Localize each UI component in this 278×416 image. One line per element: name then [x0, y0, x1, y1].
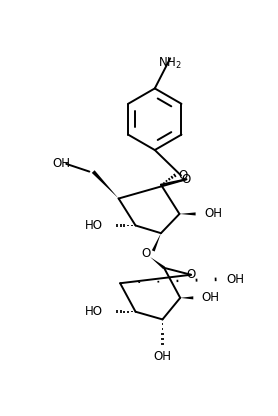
Text: OH: OH [205, 208, 223, 220]
Text: O: O [141, 248, 150, 260]
Text: O: O [182, 173, 191, 186]
Text: OH: OH [52, 157, 70, 171]
Text: OH: OH [226, 273, 244, 286]
Text: OH: OH [201, 291, 219, 305]
Polygon shape [150, 257, 165, 269]
Text: HO: HO [85, 305, 103, 318]
Polygon shape [152, 233, 161, 252]
Text: O: O [186, 268, 196, 281]
Text: O: O [178, 169, 187, 182]
Text: OH: OH [153, 350, 172, 363]
Polygon shape [179, 213, 196, 215]
Text: HO: HO [85, 219, 103, 232]
Polygon shape [92, 170, 119, 198]
Text: NH$_2$: NH$_2$ [158, 56, 182, 71]
Polygon shape [180, 296, 193, 300]
